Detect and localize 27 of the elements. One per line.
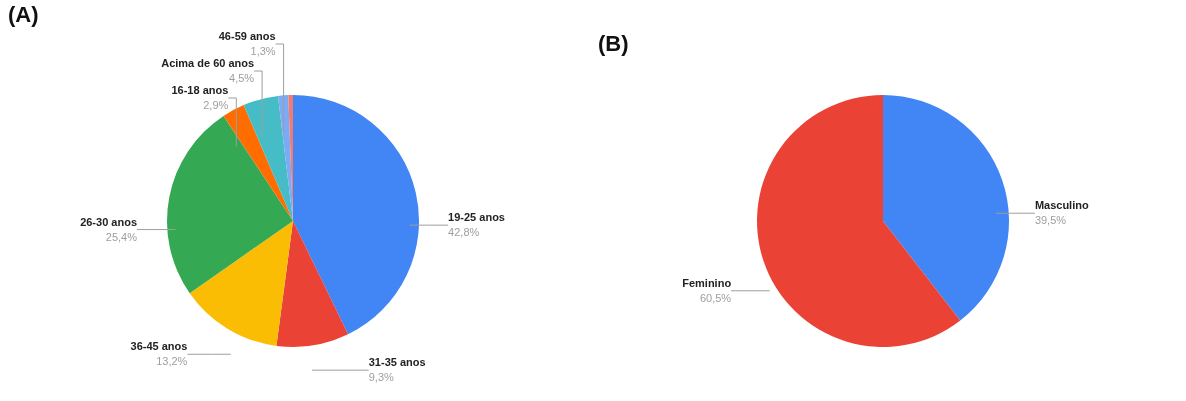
slice-label: 31-35 anos: [368, 356, 426, 369]
pie-slice: [293, 95, 419, 335]
pie-slice: [167, 115, 293, 294]
slice-label: Acima de 60 anos: [161, 57, 255, 69]
slice-label: 16-18 anos: [171, 84, 229, 96]
data-label: 4,5%: [229, 72, 255, 84]
slice-label: Feminino: [682, 276, 732, 289]
slice-label: 26-30 anos: [80, 215, 138, 228]
pie-slice: [757, 95, 961, 347]
data-label: 13,2%: [156, 355, 188, 368]
data-label: 42,8%: [448, 226, 480, 239]
data-label: 2,9%: [203, 99, 229, 111]
pie-slice: [883, 95, 1009, 321]
slice-label: Masculino: [1034, 199, 1089, 212]
data-label: 60,5%: [699, 291, 732, 304]
pie-slice: [243, 95, 293, 221]
chart-title: (A): [8, 2, 39, 27]
data-label: 25,4%: [105, 230, 138, 243]
chart-title: (B): [598, 31, 629, 56]
pie-slice: [276, 221, 349, 347]
slice-label: 46-59 anos: [218, 30, 276, 42]
pie-slice: [189, 221, 293, 346]
slice-label: 19-25 anos: [448, 211, 505, 224]
data-label: 1,3%: [250, 45, 276, 57]
data-label: 9,3%: [368, 371, 395, 384]
slice-label: 36-45 anos: [130, 340, 188, 353]
data-label: 39,5%: [1034, 214, 1067, 227]
